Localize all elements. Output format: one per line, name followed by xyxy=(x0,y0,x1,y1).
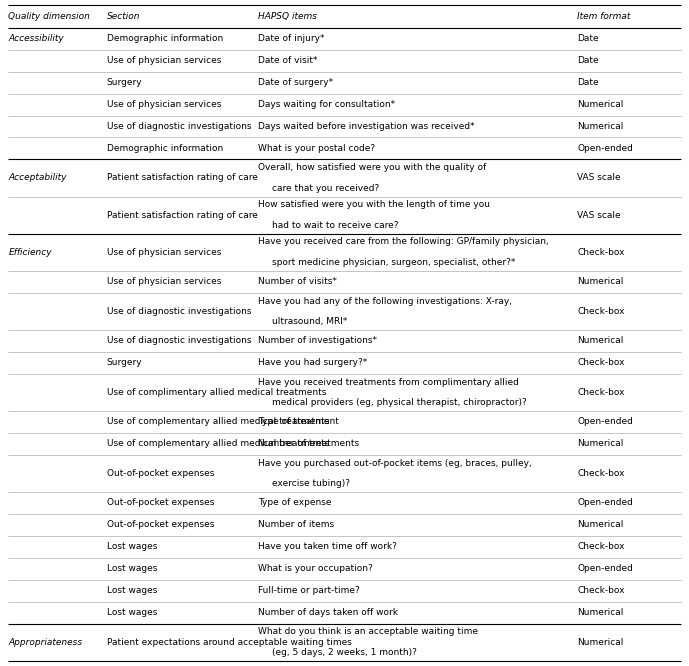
Text: Demographic information: Demographic information xyxy=(107,144,223,153)
Text: Check-box: Check-box xyxy=(577,542,625,551)
Text: (eg, 5 days, 2 weeks, 1 month)?: (eg, 5 days, 2 weeks, 1 month)? xyxy=(272,648,417,657)
Text: sport medicine physician, surgeon, specialist, other?*: sport medicine physician, surgeon, speci… xyxy=(272,258,515,267)
Text: Use of physician services: Use of physician services xyxy=(107,248,221,257)
Text: VAS scale: VAS scale xyxy=(577,210,621,220)
Text: Patient satisfaction rating of care: Patient satisfaction rating of care xyxy=(107,210,258,220)
Text: Date of visit*: Date of visit* xyxy=(258,56,318,65)
Text: Date: Date xyxy=(577,78,599,87)
Text: Out-of-pocket expenses: Out-of-pocket expenses xyxy=(107,469,214,478)
Text: Days waited before investigation was received*: Days waited before investigation was rec… xyxy=(258,122,475,131)
Text: had to wait to receive care?: had to wait to receive care? xyxy=(272,221,399,230)
Text: Check-box: Check-box xyxy=(577,358,625,368)
Text: How satisfied were you with the length of time you: How satisfied were you with the length o… xyxy=(258,200,491,209)
Text: Number of items: Number of items xyxy=(258,520,334,529)
Text: Out-of-pocket expenses: Out-of-pocket expenses xyxy=(107,498,214,507)
Text: Number of visits*: Number of visits* xyxy=(258,277,337,286)
Text: Numerical: Numerical xyxy=(577,440,624,448)
Text: Acceptability: Acceptability xyxy=(8,173,67,182)
Text: Patient satisfaction rating of care: Patient satisfaction rating of care xyxy=(107,173,258,182)
Text: Date of injury*: Date of injury* xyxy=(258,35,325,43)
Text: What is your postal code?: What is your postal code? xyxy=(258,144,376,153)
Text: Use of physician services: Use of physician services xyxy=(107,277,221,286)
Text: Number of treatments: Number of treatments xyxy=(258,440,360,448)
Text: Type of expense: Type of expense xyxy=(258,498,332,507)
Text: Date: Date xyxy=(577,35,599,43)
Text: Check-box: Check-box xyxy=(577,307,625,316)
Text: Surgery: Surgery xyxy=(107,358,143,368)
Text: Open-ended: Open-ended xyxy=(577,144,633,153)
Text: Have you taken time off work?: Have you taken time off work? xyxy=(258,542,398,551)
Text: Days waiting for consultation*: Days waiting for consultation* xyxy=(258,100,395,109)
Text: Use of physician services: Use of physician services xyxy=(107,100,221,109)
Text: Section: Section xyxy=(107,12,141,21)
Text: Check-box: Check-box xyxy=(577,388,625,397)
Text: Type of treatment: Type of treatment xyxy=(258,418,339,426)
Text: Numerical: Numerical xyxy=(577,637,624,647)
Text: Date of surgery*: Date of surgery* xyxy=(258,78,333,87)
Text: Have you received treatments from complimentary allied: Have you received treatments from compli… xyxy=(258,378,520,386)
Text: Numerical: Numerical xyxy=(577,100,624,109)
Text: Numerical: Numerical xyxy=(577,608,624,617)
Text: Use of complimentary allied medical treatments: Use of complimentary allied medical trea… xyxy=(107,388,326,397)
Text: Quality dimension: Quality dimension xyxy=(8,12,90,21)
Text: Numerical: Numerical xyxy=(577,520,624,529)
Text: Check-box: Check-box xyxy=(577,469,625,478)
Text: Open-ended: Open-ended xyxy=(577,498,633,507)
Text: Use of diagnostic investigations: Use of diagnostic investigations xyxy=(107,307,251,316)
Text: Accessibility: Accessibility xyxy=(8,35,64,43)
Text: Use of complementary allied medical treatments: Use of complementary allied medical trea… xyxy=(107,418,329,426)
Text: Numerical: Numerical xyxy=(577,336,624,346)
Text: Item format: Item format xyxy=(577,12,630,21)
Text: Use of diagnostic investigations: Use of diagnostic investigations xyxy=(107,336,251,346)
Text: Numerical: Numerical xyxy=(577,122,624,131)
Text: Have you had any of the following investigations: X-ray,: Have you had any of the following invest… xyxy=(258,296,513,306)
Text: Number of days taken off work: Number of days taken off work xyxy=(258,608,398,617)
Text: Open-ended: Open-ended xyxy=(577,418,633,426)
Text: Have you had surgery?*: Have you had surgery?* xyxy=(258,358,368,368)
Text: Have you received care from the following: GP/family physician,: Have you received care from the followin… xyxy=(258,237,549,246)
Text: What do you think is an acceptable waiting time: What do you think is an acceptable waiti… xyxy=(258,627,478,636)
Text: care that you received?: care that you received? xyxy=(272,184,380,193)
Text: Numerical: Numerical xyxy=(577,277,624,286)
Text: Use of physician services: Use of physician services xyxy=(107,56,221,65)
Text: Use of complementary allied medical treatments: Use of complementary allied medical trea… xyxy=(107,440,329,448)
Text: What is your occupation?: What is your occupation? xyxy=(258,564,373,573)
Text: Number of investigations*: Number of investigations* xyxy=(258,336,378,346)
Text: Lost wages: Lost wages xyxy=(107,564,157,573)
Text: Surgery: Surgery xyxy=(107,78,143,87)
Text: Check-box: Check-box xyxy=(577,248,625,257)
Text: Out-of-pocket expenses: Out-of-pocket expenses xyxy=(107,520,214,529)
Text: Lost wages: Lost wages xyxy=(107,586,157,595)
Text: Use of diagnostic investigations: Use of diagnostic investigations xyxy=(107,122,251,131)
Text: HAPSQ items: HAPSQ items xyxy=(258,12,318,21)
Text: Have you purchased out-of-pocket items (eg, braces, pulley,: Have you purchased out-of-pocket items (… xyxy=(258,458,532,468)
Text: Full-time or part-time?: Full-time or part-time? xyxy=(258,586,360,595)
Text: ultrasound, MRI*: ultrasound, MRI* xyxy=(272,317,347,326)
Text: Demographic information: Demographic information xyxy=(107,35,223,43)
Text: Check-box: Check-box xyxy=(577,586,625,595)
Text: Lost wages: Lost wages xyxy=(107,608,157,617)
Text: Date: Date xyxy=(577,56,599,65)
Text: exercise tubing)?: exercise tubing)? xyxy=(272,480,350,488)
Text: Patient expectations around acceptable waiting times: Patient expectations around acceptable w… xyxy=(107,637,351,647)
Text: medical providers (eg, physical therapist, chiropractor)?: medical providers (eg, physical therapis… xyxy=(272,398,527,408)
Text: Open-ended: Open-ended xyxy=(577,564,633,573)
Text: Appropriateness: Appropriateness xyxy=(8,637,83,647)
Text: Overall, how satisfied were you with the quality of: Overall, how satisfied were you with the… xyxy=(258,163,486,172)
Text: Efficiency: Efficiency xyxy=(8,248,52,257)
Text: VAS scale: VAS scale xyxy=(577,173,621,182)
Text: Lost wages: Lost wages xyxy=(107,542,157,551)
